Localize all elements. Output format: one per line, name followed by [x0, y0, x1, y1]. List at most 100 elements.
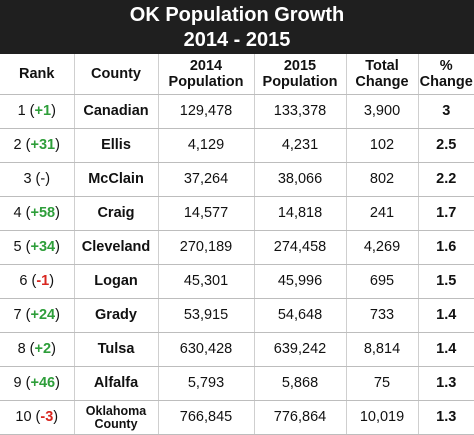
table-row: 1 (+1) Canadian 129,478 133,378 3,900 3 — [0, 94, 474, 129]
header-row: Rank County 2014 Population 2015 Populat… — [0, 54, 474, 95]
population-2015-cell: 274,458 — [253, 230, 346, 265]
table-row: 9 (+46) Alfalfa 5,793 5,868 75 1.3 — [0, 366, 474, 401]
rank-change: - — [40, 171, 46, 187]
rank-change: +46 — [30, 375, 56, 391]
rank-change: +1 — [34, 103, 52, 119]
header-total-change: Total Change — [345, 54, 418, 95]
rank-value: 8 — [17, 341, 26, 357]
percent-change-cell: 1.5 — [417, 264, 474, 299]
table-row: 7 (+24) Grady 53,915 54,648 733 1.4 — [0, 298, 474, 333]
population-2014-cell: 14,577 — [157, 196, 254, 231]
population-2014-cell: 4,129 — [157, 128, 254, 163]
rank-value: 10 — [15, 409, 32, 425]
rank-value: 7 — [13, 307, 22, 323]
population-2015-cell: 54,648 — [253, 298, 346, 333]
total-change-cell: 3,900 — [345, 94, 418, 129]
county-cell: Grady — [73, 298, 158, 333]
population-2014-cell: 37,264 — [157, 162, 254, 197]
rank-change: +34 — [30, 239, 56, 255]
total-change-cell: 8,814 — [345, 332, 418, 367]
header-percent-change: % Change — [417, 54, 474, 95]
rank-cell: 10 (-3) — [0, 400, 74, 435]
county-cell: McClain — [73, 162, 158, 197]
header-rank: Rank — [0, 54, 74, 95]
title-banner: OK Population Growth 2014 - 2015 — [0, 0, 474, 54]
table-row: 8 (+2) Tulsa 630,428 639,242 8,814 1.4 — [0, 332, 474, 367]
rank-cell: 9 (+46) — [0, 366, 74, 401]
rank-cell: 4 (+58) — [0, 196, 74, 231]
population-2014-cell: 53,915 — [157, 298, 254, 333]
population-2014-cell: 129,478 — [157, 94, 254, 129]
rank-cell: 1 (+1) — [0, 94, 74, 129]
population-2015-cell: 133,378 — [253, 94, 346, 129]
population-2014-cell: 5,793 — [157, 366, 254, 401]
total-change-cell: 102 — [345, 128, 418, 163]
title-line-1: OK Population Growth — [129, 4, 345, 26]
header-2014-population: 2014 Population — [157, 54, 254, 95]
rank-change: +58 — [30, 205, 56, 221]
county-cell: Canadian — [73, 94, 158, 129]
population-2015-cell: 4,231 — [253, 128, 346, 163]
title-line-2: 2014 - 2015 — [183, 29, 291, 51]
table-row: 2 (+31) Ellis 4,129 4,231 102 2.5 — [0, 128, 474, 163]
rank-cell: 2 (+31) — [0, 128, 74, 163]
county-cell: Ellis — [73, 128, 158, 163]
population-2014-cell: 766,845 — [157, 400, 254, 435]
county-cell: Logan — [73, 264, 158, 299]
header-2015-population: 2015 Population — [253, 54, 346, 95]
population-2014-cell: 45,301 — [157, 264, 254, 299]
header-county: County — [73, 54, 158, 95]
population-table: Rank County 2014 Population 2015 Populat… — [0, 54, 474, 435]
percent-change-cell: 1.6 — [417, 230, 474, 265]
rank-value: 5 — [13, 239, 22, 255]
population-2014-cell: 630,428 — [157, 332, 254, 367]
table-row: 4 (+58) Craig 14,577 14,818 241 1.7 — [0, 196, 474, 231]
rank-change: +24 — [30, 307, 56, 323]
rank-cell: 3 (-) — [0, 162, 74, 197]
population-2015-cell: 14,818 — [253, 196, 346, 231]
population-2014-cell: 270,189 — [157, 230, 254, 265]
percent-change-cell: 1.7 — [417, 196, 474, 231]
table-row: 5 (+34) Cleveland 270,189 274,458 4,269 1.6 — [0, 230, 474, 265]
rank-value: 6 — [19, 273, 28, 289]
total-change-cell: 695 — [345, 264, 418, 299]
percent-change-cell: 1.3 — [417, 366, 474, 401]
county-cell: Alfalfa — [73, 366, 158, 401]
total-change-cell: 733 — [345, 298, 418, 333]
county-cell: Craig — [73, 196, 158, 231]
county-cell: Oklahoma County — [73, 400, 158, 435]
rank-value: 9 — [13, 375, 22, 391]
county-cell: Cleveland — [73, 230, 158, 265]
rank-value: 1 — [17, 103, 26, 119]
rank-cell: 8 (+2) — [0, 332, 74, 367]
rank-cell: 7 (+24) — [0, 298, 74, 333]
population-2015-cell: 38,066 — [253, 162, 346, 197]
total-change-cell: 10,019 — [345, 400, 418, 435]
percent-change-cell: 1.4 — [417, 298, 474, 333]
percent-change-cell: 2.5 — [417, 128, 474, 163]
population-2015-cell: 5,868 — [253, 366, 346, 401]
table-row: 6 (-1) Logan 45,301 45,996 695 1.5 — [0, 264, 474, 299]
rank-cell: 6 (-1) — [0, 264, 74, 299]
rank-change: -3 — [40, 409, 54, 425]
population-2015-cell: 639,242 — [253, 332, 346, 367]
rank-value: 3 — [23, 171, 32, 187]
table-row: 10 (-3) Oklahoma County 766,845 776,864 10,0… — [0, 400, 474, 435]
rank-value: 2 — [13, 137, 22, 153]
rank-change: +2 — [34, 341, 52, 357]
population-2015-cell: 776,864 — [253, 400, 346, 435]
rank-change: +31 — [30, 137, 56, 153]
percent-change-cell: 1.3 — [417, 400, 474, 435]
total-change-cell: 802 — [345, 162, 418, 197]
rank-value: 4 — [13, 205, 22, 221]
total-change-cell: 4,269 — [345, 230, 418, 265]
percent-change-cell: 3 — [417, 94, 474, 129]
table-row: 3 (-) McClain 37,264 38,066 802 2.2 — [0, 162, 474, 197]
population-2015-cell: 45,996 — [253, 264, 346, 299]
rank-cell: 5 (+34) — [0, 230, 74, 265]
percent-change-cell: 2.2 — [417, 162, 474, 197]
rank-change: -1 — [36, 273, 50, 289]
total-change-cell: 75 — [345, 366, 418, 401]
county-cell: Tulsa — [73, 332, 158, 367]
